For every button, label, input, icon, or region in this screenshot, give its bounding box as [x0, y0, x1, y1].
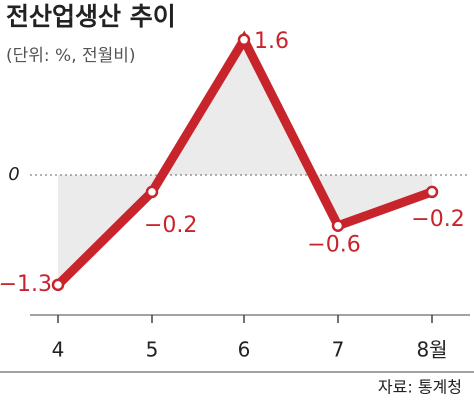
point [237, 33, 251, 47]
area-fill [58, 39, 432, 285]
value-label: −0.2 [411, 207, 464, 232]
x-tick-label: 7 [332, 338, 345, 362]
value-label: −0.6 [307, 233, 360, 258]
y-tick-label: 0 [8, 164, 19, 185]
point [425, 185, 439, 199]
point [145, 185, 159, 199]
x-tick-label: 8월 [416, 338, 447, 362]
source: 자료: 통계청 [378, 378, 462, 397]
chart-title: 전산업생산 추이 [6, 2, 176, 31]
value-label: −0.2 [144, 213, 197, 238]
x-tick-label: 4 [52, 338, 65, 362]
value-label: −1.3 [0, 272, 52, 297]
value-label: 1.6 [254, 29, 289, 54]
point [331, 219, 345, 232]
x-tick-label: 6 [238, 338, 251, 362]
chart-subtitle: (단위: %, 전월비) [6, 46, 136, 66]
point [51, 278, 65, 292]
x-tick-label: 5 [146, 338, 159, 362]
